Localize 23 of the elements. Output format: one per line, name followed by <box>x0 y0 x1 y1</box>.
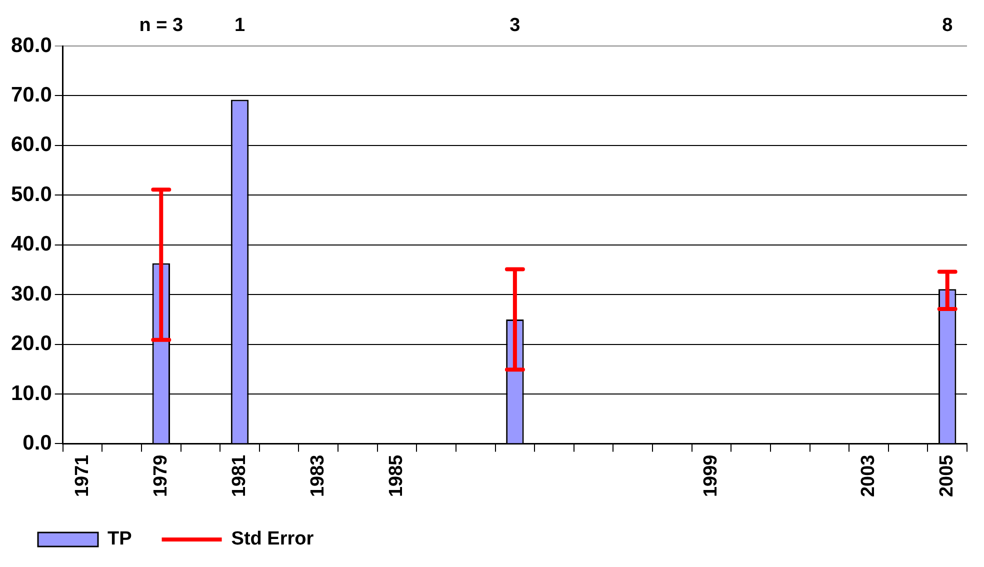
text: n = 3 <box>139 15 184 36</box>
y-tick-label: 50.0 <box>10 182 52 206</box>
text: 3 <box>510 15 520 36</box>
text: 1 <box>234 15 246 36</box>
x-tick-label: 1979 <box>150 454 172 498</box>
x-tick-label: 2003 <box>858 454 879 498</box>
y-tick-label: 10.0 <box>10 382 52 405</box>
y-tick-label: 40.0 <box>10 232 52 256</box>
y-tick-label: 0.0 <box>22 432 52 455</box>
x-tick-label: 1985 <box>386 454 408 498</box>
y-tick-label: 30.0 <box>10 282 52 306</box>
x-tick-label: 1983 <box>308 454 329 498</box>
y-tick-label: 20.0 <box>10 332 52 356</box>
text: 8 <box>942 15 953 36</box>
x-tick-label: 2005 <box>936 454 958 498</box>
legend-label: TP <box>108 528 132 550</box>
y-tick-label: 80.0 <box>10 34 52 57</box>
x-tick-label: 1999 <box>700 454 722 498</box>
y-tick-label: 70.0 <box>10 84 52 107</box>
legend-label: Std Error <box>231 528 314 550</box>
y-tick-label: 60.0 <box>10 133 52 156</box>
x-tick-label: 1981 <box>229 454 250 498</box>
x-tick-label: 1971 <box>72 454 93 498</box>
